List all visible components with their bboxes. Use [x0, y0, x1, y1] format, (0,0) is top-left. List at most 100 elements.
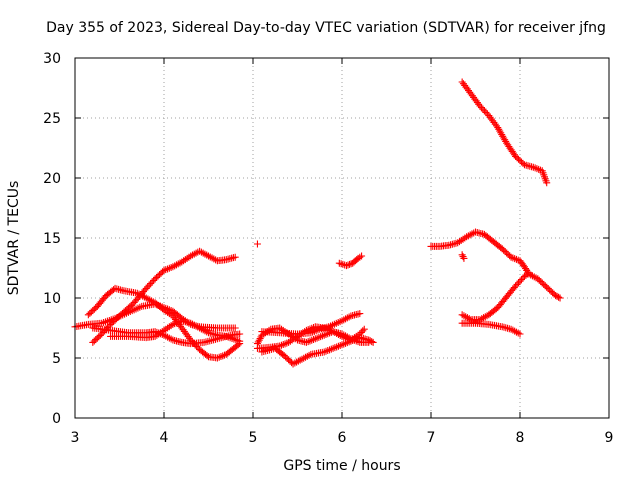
data-point — [516, 277, 524, 285]
data-point — [533, 165, 541, 173]
data-point — [459, 235, 467, 243]
data-point — [199, 326, 207, 334]
data-point — [172, 319, 180, 327]
data-point — [513, 280, 521, 288]
data-point — [146, 296, 154, 304]
data-point — [255, 336, 263, 344]
data-point — [512, 255, 520, 263]
data-point — [167, 311, 175, 319]
data-point — [277, 341, 285, 349]
data-point — [199, 249, 207, 257]
data-point — [285, 338, 293, 346]
data-point — [302, 338, 310, 346]
data-point — [160, 306, 168, 314]
data-point — [345, 313, 353, 321]
data-point — [509, 254, 517, 262]
data-point — [308, 336, 316, 344]
data-point — [516, 330, 524, 338]
data-point — [215, 353, 223, 361]
data-point — [156, 329, 164, 337]
y-tick-label: 20 — [43, 171, 61, 187]
x-tick-label: 5 — [249, 430, 258, 446]
series-arc-15 — [458, 269, 533, 324]
data-point — [320, 348, 328, 356]
data-point — [167, 335, 175, 343]
data-point — [523, 270, 531, 278]
data-point — [331, 329, 339, 337]
data-point — [529, 163, 537, 171]
data-point — [507, 253, 515, 261]
data-point — [322, 347, 330, 355]
series-arc-9 — [258, 334, 377, 368]
data-point — [514, 329, 522, 337]
data-point — [479, 105, 487, 113]
x-tick-label: 9 — [605, 430, 614, 446]
data-points — [71, 78, 564, 368]
data-point — [337, 260, 345, 268]
data-point — [144, 295, 152, 303]
data-point — [552, 292, 560, 300]
data-point — [294, 357, 302, 365]
data-point — [187, 252, 195, 260]
data-point — [180, 257, 188, 265]
data-point — [343, 339, 351, 347]
data-point — [468, 230, 476, 238]
data-point — [293, 358, 301, 366]
data-point — [137, 291, 145, 299]
data-point — [555, 293, 563, 301]
data-point — [196, 324, 204, 332]
data-point — [171, 320, 179, 328]
data-point — [356, 310, 364, 318]
x-tick-label: 6 — [338, 430, 347, 446]
data-point — [167, 264, 175, 272]
series-arc-3 — [84, 284, 244, 362]
y-tick-label: 25 — [43, 111, 61, 127]
data-point — [194, 323, 202, 331]
data-point — [296, 356, 304, 364]
data-point — [512, 328, 520, 336]
data-point — [333, 343, 341, 351]
plot-frame — [74, 57, 610, 419]
data-point — [511, 327, 519, 335]
data-point — [201, 250, 209, 258]
data-point — [142, 294, 150, 302]
data-point — [217, 353, 225, 361]
data-point — [187, 319, 195, 327]
data-point — [144, 283, 152, 291]
data-point — [203, 251, 211, 259]
data-point — [454, 239, 462, 247]
data-point — [368, 338, 376, 346]
data-point — [196, 247, 204, 255]
data-point — [327, 327, 335, 335]
data-point — [455, 238, 463, 246]
data-point — [347, 337, 355, 345]
x-axis-label: GPS time / hours — [283, 458, 400, 474]
data-point — [459, 253, 467, 261]
data-point — [515, 279, 523, 287]
data-point — [302, 353, 310, 361]
data-point — [190, 250, 198, 258]
data-point — [208, 254, 216, 262]
data-point — [338, 317, 346, 325]
series-arc-14 — [458, 78, 551, 187]
data-point — [334, 342, 342, 350]
data-point — [352, 335, 360, 343]
data-point — [155, 330, 163, 338]
data-point — [310, 336, 318, 344]
data-point — [188, 251, 196, 259]
data-point — [135, 290, 143, 298]
data-point — [158, 328, 166, 336]
data-point — [476, 102, 484, 110]
x-tick-label: 7 — [427, 430, 436, 446]
data-point — [318, 332, 326, 340]
data-point — [236, 330, 244, 338]
data-point — [466, 231, 474, 239]
series-arc-11 — [335, 252, 366, 270]
data-point — [192, 322, 200, 330]
data-point — [219, 352, 227, 360]
data-point — [535, 165, 543, 173]
data-point — [307, 329, 315, 337]
data-point — [346, 260, 354, 268]
data-point — [288, 336, 296, 344]
